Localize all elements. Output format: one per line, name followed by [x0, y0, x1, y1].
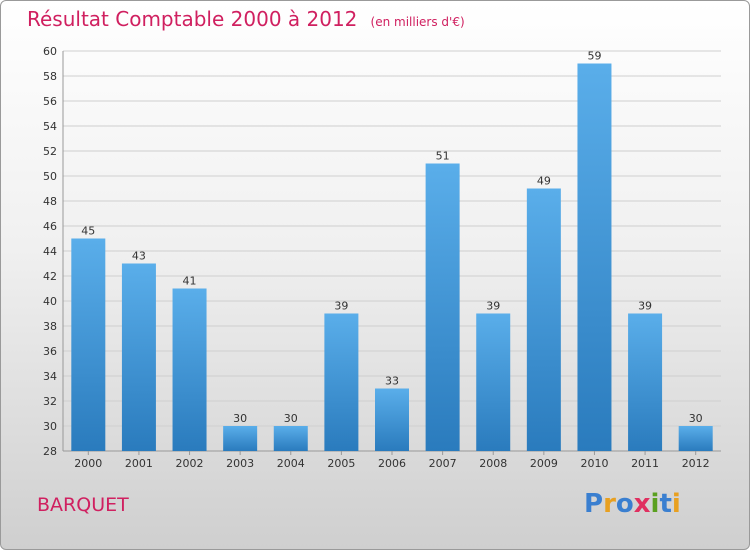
logo-letter: t	[659, 489, 672, 519]
logo-letter: r	[603, 489, 616, 519]
x-tick-label-2010: 2010	[580, 457, 608, 470]
logo-letter: o	[615, 489, 634, 519]
data-label-2004: 30	[284, 412, 298, 425]
y-tick-label: 32	[43, 395, 57, 408]
x-tick-label-2000: 2000	[74, 457, 102, 470]
bar-2000	[71, 238, 106, 451]
commune-name: BARQUET	[37, 494, 129, 516]
data-label-2008: 39	[486, 300, 500, 313]
y-tick-label: 44	[43, 245, 57, 258]
y-tick-label: 56	[43, 95, 57, 108]
y-tick-label: 34	[43, 370, 57, 383]
x-tick-label-2009: 2009	[530, 457, 558, 470]
bar-2009	[526, 188, 561, 451]
x-tick-label-2005: 2005	[327, 457, 355, 470]
data-label-2010: 59	[587, 50, 601, 63]
data-label-2001: 43	[132, 250, 146, 263]
y-tick-label: 58	[43, 70, 57, 83]
title-row: Résultat Comptable 2000 à 2012 (en milli…	[27, 7, 465, 31]
bar-2008	[476, 313, 511, 451]
y-tick-label: 46	[43, 220, 57, 233]
x-tick-label-2008: 2008	[479, 457, 507, 470]
x-tick-label-2006: 2006	[378, 457, 406, 470]
x-tick-label-2007: 2007	[429, 457, 457, 470]
y-tick-label: 42	[43, 270, 57, 283]
bar-2004	[273, 426, 308, 451]
data-label-2009: 49	[537, 175, 551, 188]
data-label-2007: 51	[436, 150, 450, 163]
logo-letter: x	[633, 489, 651, 519]
bar-2011	[628, 313, 663, 451]
x-tick-label-2003: 2003	[226, 457, 254, 470]
y-tick-label: 52	[43, 145, 57, 158]
y-tick-label: 30	[43, 420, 57, 433]
y-tick-label: 38	[43, 320, 57, 333]
data-label-2006: 33	[385, 375, 399, 388]
chart-title: Résultat Comptable 2000 à 2012	[27, 7, 358, 31]
data-label-2005: 39	[334, 300, 348, 313]
bar-2010	[577, 63, 612, 451]
chart-subtitle: (en milliers d'€)	[370, 15, 465, 29]
proxiti-logo: Proxiti	[584, 489, 681, 519]
bar-2005	[324, 313, 359, 451]
bar-2007	[425, 163, 460, 451]
y-tick-label: 50	[43, 170, 57, 183]
data-label-2011: 39	[638, 300, 652, 313]
data-label-2002: 41	[183, 275, 197, 288]
logo-letter: i	[671, 489, 681, 519]
x-tick-label-2001: 2001	[125, 457, 153, 470]
x-tick-label-2002: 2002	[176, 457, 204, 470]
y-tick-label: 48	[43, 195, 57, 208]
data-label-2003: 30	[233, 412, 247, 425]
bar-2001	[121, 263, 156, 451]
y-tick-label: 36	[43, 345, 57, 358]
x-tick-label-2012: 2012	[682, 457, 710, 470]
y-tick-label: 40	[43, 295, 57, 308]
y-tick-label: 54	[43, 120, 57, 133]
bar-2012	[678, 426, 713, 451]
x-tick-label-2004: 2004	[277, 457, 305, 470]
logo-letter: P	[584, 489, 604, 519]
bar-2006	[375, 388, 409, 451]
data-label-2000: 45	[81, 225, 95, 238]
x-tick-label-2011: 2011	[631, 457, 659, 470]
y-tick-label: 60	[43, 45, 57, 58]
bar-2003	[223, 426, 258, 451]
y-tick-label: 28	[43, 445, 57, 458]
logo-letter: i	[650, 489, 660, 519]
bar-2002	[172, 288, 207, 451]
data-label-2012: 30	[689, 412, 703, 425]
